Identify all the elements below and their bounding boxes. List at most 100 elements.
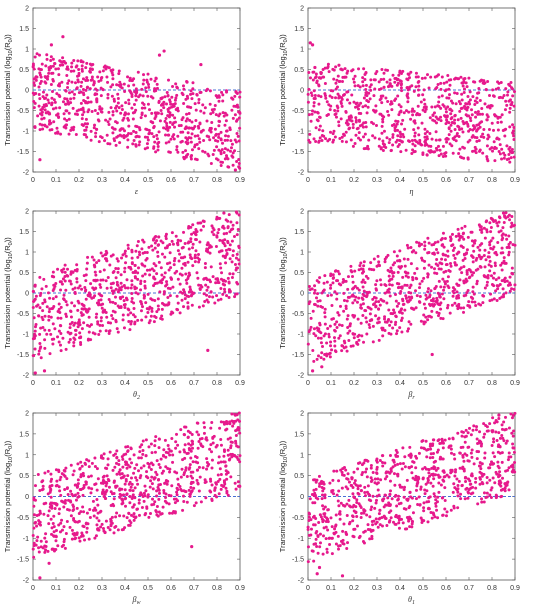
data-point — [229, 139, 233, 143]
data-point — [40, 287, 44, 291]
data-point — [66, 86, 70, 90]
data-point — [329, 340, 333, 344]
data-point — [179, 290, 183, 294]
data-point — [122, 514, 126, 518]
data-point — [383, 516, 387, 520]
data-point — [448, 83, 452, 87]
data-point — [95, 488, 99, 492]
data-point — [65, 303, 69, 307]
data-point — [503, 108, 507, 112]
data-point — [149, 297, 153, 301]
data-point — [499, 251, 503, 255]
data-point — [155, 310, 159, 314]
data-point — [378, 98, 382, 102]
data-point — [470, 135, 474, 139]
data-point — [184, 136, 188, 140]
data-point — [420, 76, 424, 80]
data-point — [307, 519, 311, 523]
data-point — [117, 69, 121, 73]
data-point — [152, 135, 156, 139]
data-point — [326, 62, 330, 66]
data-point — [390, 277, 394, 281]
data-point — [387, 287, 391, 291]
data-point — [437, 311, 441, 315]
data-point — [215, 145, 219, 149]
data-point — [64, 126, 68, 130]
data-point — [451, 151, 455, 155]
data-point — [176, 443, 180, 447]
data-point — [194, 229, 198, 233]
data-point — [123, 526, 127, 530]
data-point — [193, 260, 197, 264]
data-point — [106, 457, 110, 461]
data-point — [504, 211, 508, 215]
data-point — [224, 254, 228, 258]
data-point — [109, 321, 113, 325]
data-point — [508, 98, 512, 102]
data-point — [357, 104, 361, 108]
data-point — [352, 470, 356, 474]
data-point — [471, 244, 475, 248]
data-point — [149, 467, 153, 471]
data-point — [188, 118, 192, 122]
data-point — [470, 273, 474, 277]
data-point — [231, 163, 235, 167]
data-point — [498, 470, 502, 474]
data-point — [398, 266, 402, 270]
data-point — [382, 77, 386, 81]
data-point — [123, 488, 127, 492]
data-point — [205, 457, 209, 461]
data-point — [187, 442, 191, 446]
data-point — [104, 329, 108, 333]
data-point — [226, 241, 230, 245]
data-point — [428, 295, 432, 299]
data-point — [120, 502, 124, 506]
data-point — [102, 268, 106, 272]
data-point — [320, 305, 324, 309]
data-point — [179, 428, 183, 432]
data-point — [130, 279, 134, 283]
data-point — [83, 128, 87, 132]
data-point — [414, 75, 418, 79]
data-point — [134, 291, 138, 295]
data-point — [206, 285, 210, 289]
data-point — [483, 451, 487, 455]
data-point-outlier — [313, 65, 317, 70]
data-point — [493, 481, 497, 485]
data-point — [146, 94, 150, 98]
y-tick-label: -2 — [23, 578, 29, 585]
data-point — [217, 132, 221, 136]
data-point — [228, 230, 232, 234]
data-point — [500, 157, 504, 161]
data-point — [159, 96, 163, 100]
data-point — [145, 142, 149, 146]
data-point — [228, 272, 232, 276]
data-point — [57, 470, 61, 474]
data-point — [453, 470, 457, 474]
data-point — [41, 127, 45, 131]
data-point — [46, 514, 50, 518]
data-point — [144, 90, 148, 94]
data-point — [361, 105, 365, 109]
data-point — [155, 133, 159, 137]
data-point — [407, 139, 411, 143]
data-point — [95, 523, 99, 527]
data-point — [210, 108, 214, 112]
data-point — [59, 332, 63, 336]
data-point — [191, 242, 195, 246]
data-point-outlier — [430, 352, 434, 357]
data-point — [389, 266, 393, 270]
data-point — [118, 468, 122, 472]
data-point — [139, 456, 143, 460]
data-point — [156, 145, 160, 149]
data-point — [351, 287, 355, 291]
data-point — [390, 497, 394, 501]
data-point — [197, 283, 201, 287]
data-point — [357, 268, 361, 272]
data-point — [52, 337, 56, 341]
data-point — [63, 546, 67, 550]
data-point — [182, 155, 186, 159]
data-point — [107, 332, 111, 336]
data-point — [166, 451, 170, 455]
data-point — [93, 465, 97, 469]
